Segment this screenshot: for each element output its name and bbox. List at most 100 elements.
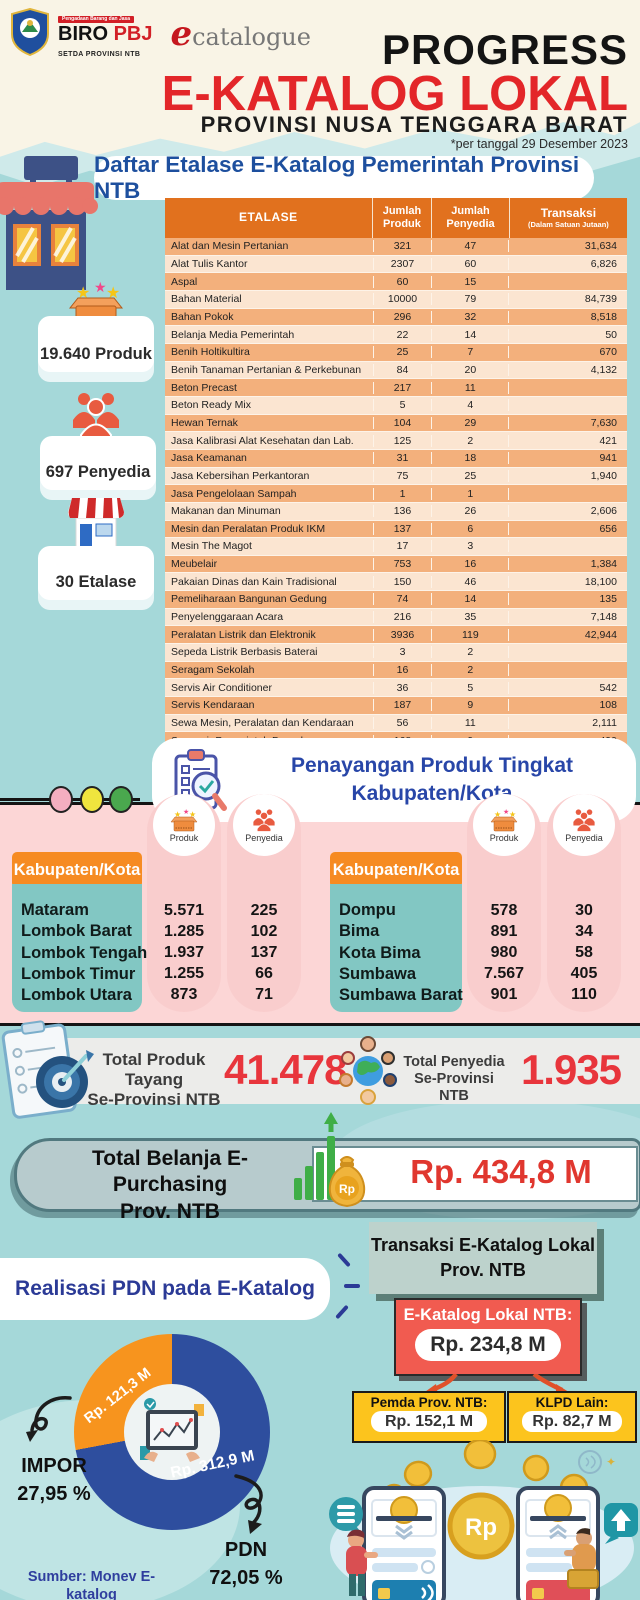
payment-phones-illustration: ✦✦✦ (329, 1440, 638, 1600)
table-row: Benih Tanaman Pertanian & Perkebunan 84 … (165, 361, 627, 380)
produk-value: 901 (490, 986, 518, 1004)
table-row: Mesin dan Peralatan Produk IKM 137 6 656 (165, 520, 627, 539)
produk-circle-left: ★ ★ ★ Produk (153, 794, 215, 856)
kab-names-panel-left (12, 884, 142, 1012)
kab-header-right: Kabupaten/Kota (330, 852, 462, 888)
svg-text:Rp: Rp (465, 1514, 497, 1541)
penyedia-value: 102 (250, 922, 278, 940)
pdn-section-title: Realisasi PDN pada E-Katalog (0, 1258, 330, 1320)
penyedia-value: 30 (575, 901, 593, 919)
table-row: Peralatan Listrik dan Elektronik 3936 11… (165, 626, 627, 645)
person-right (564, 1528, 599, 1589)
total-penyedia-value: 1.935 (520, 1046, 622, 1093)
source-note: Sumber: Monev E-katalogNTB Mall & MBiz (27, 1569, 156, 1600)
penyedia-people-icon (573, 808, 595, 832)
klpd-box: KLPD Lain: Rp. 82,7 M (507, 1391, 637, 1443)
stat-penyedia-value: 697 Penyedia (45, 463, 151, 481)
header-band (0, 0, 640, 157)
title-main: E-KATALOG LOKAL (161, 67, 628, 121)
table-row: Beton Precast 217 11 (165, 379, 627, 397)
table-row: Hewan Ternak 104 29 7,630 (165, 414, 627, 433)
stat-card-produk: 19.640 Produk (38, 316, 154, 372)
decor-dot-pink (49, 786, 73, 813)
svg-text:★: ★ (503, 808, 509, 816)
kab-header-left: Kabupaten/Kota (12, 852, 142, 888)
stat-card-penyedia: 697 Penyedia (40, 436, 156, 490)
penyedia-value: 137 (250, 944, 278, 961)
table-row: Belanja Media Pemerintah 22 14 50 (165, 326, 627, 344)
table-row: Sewa Mesin, Peralatan dan Kendaraan 56 1… (165, 714, 627, 733)
kabupaten-title-card: Penayangan Produk Tingkat Kabupaten/Kota (152, 738, 636, 822)
penyedia-circle-label: Penyedia (245, 832, 283, 843)
money-bag-icon: Rp (328, 1156, 366, 1208)
table-row: Pakaian Dinas dan Kain Tradisional 150 4… (165, 573, 627, 592)
pemda-label: Pemda Prov. NTB: (370, 1395, 488, 1410)
penyedia-circle-right: Penyedia (553, 794, 615, 856)
kab-row: Dompu (339, 901, 396, 920)
stat-etalase-value: 30 Etalase (55, 573, 137, 591)
kab-row: Bima (339, 922, 380, 941)
coins-bubble-icon (329, 1497, 364, 1536)
decor-dot-yellow (80, 786, 104, 813)
kab-row: Lombok Utara (21, 985, 132, 1004)
table-row: Alat dan Mesin Pertanian 321 47 31,634 (165, 238, 627, 256)
produk-values-right: 578 891 980 7.567 901 (467, 900, 541, 1006)
penyedia-value: 405 (570, 965, 598, 983)
stat-produk-value: 19.640 Produk (40, 345, 152, 363)
pdn-label: PDN 72,05 % (209, 1539, 283, 1589)
ekatalog-lokal-label: E-Katalog Lokal NTB: (403, 1306, 573, 1324)
penyedia-values-left: 225 102 137 66 71 (227, 900, 301, 1006)
curly-arrow-impor (26, 1396, 72, 1442)
table-row: Pemeliharaan Bangunan Gedung 74 14 135 (165, 591, 627, 609)
table-row: Jasa Kebersihan Perkantoran 75 25 1,940 (165, 467, 627, 486)
table-row: Servis Air Conditioner 36 5 542 (165, 679, 627, 698)
produk-circle-label: Produk (169, 833, 199, 843)
kab-row: Lombok Barat (21, 922, 132, 941)
penyedia-value: 66 (255, 965, 273, 983)
kab-names-panel-right (330, 884, 462, 1012)
produk-value: 873 (170, 986, 198, 1004)
produk-circle-right: ★ ★ ★ Produk (473, 794, 535, 856)
biro-subtitle: SETDA PROVINSI NTB (58, 51, 141, 58)
tablet-chart-icon (140, 1398, 204, 1462)
table-row: Beton Ready Mix 5 4 (165, 396, 627, 415)
kab-row: Lombok Tengah (21, 943, 148, 962)
table-row: Alat Tulis Kantor 2307 60 6,826 (165, 255, 627, 274)
col-header-produk: Jumlah Produk (373, 198, 433, 238)
penyedia-value: 110 (571, 986, 597, 1004)
kab-row: Mataram (21, 901, 89, 920)
decor-dot-green (109, 786, 133, 813)
kab-name-list-right: Dompu Bima Kota Bima Sumbawa Sumbawa Barat (330, 900, 463, 1006)
col-header-etalase: ETALASE (165, 198, 373, 238)
globe-people-icon (339, 1036, 397, 1105)
date-note: *per tanggal 29 Desember 2023 (450, 137, 628, 151)
curly-arrow-pdn (234, 1474, 263, 1534)
biro-name: BIRO PBJ (58, 23, 153, 45)
etalase-table-header: ETALASE Jumlah Produk Jumlah Penyedia Tr… (165, 198, 627, 238)
svg-text:★: ★ (189, 810, 196, 819)
biro-pbj-logo: Pengadaan Barang dan Jasa BIRO PBJ SETDA… (58, 8, 152, 60)
impor-label: IMPOR 27,95 % (17, 1455, 91, 1505)
store-icon (68, 498, 124, 553)
svg-text:Rp: Rp (339, 1182, 355, 1196)
produk-value: 1.285 (163, 922, 205, 940)
penyedia-circle-label: Penyedia (565, 832, 603, 843)
table-row: Makanan dan Minuman 136 26 2,606 (165, 502, 627, 521)
etalase-table: ETALASE Jumlah Produk Jumlah Penyedia Tr… (165, 198, 627, 768)
klpd-label: KLPD Lain: (535, 1395, 609, 1410)
table-row: Bahan Pokok 296 32 8,518 (165, 308, 627, 327)
penyedia-circle-left: Penyedia (233, 794, 295, 856)
produk-value: 980 (490, 944, 518, 961)
penyedia-value: 58 (575, 944, 593, 961)
table-row: Benih Holtikultira 25 7 670 (165, 343, 627, 362)
penyedia-value: 34 (575, 922, 593, 940)
donut-center-illustration (124, 1384, 220, 1480)
produk-value: 5.571 (163, 901, 205, 919)
table-row: Jasa Keamanan 31 18 941 (165, 449, 627, 468)
produk-value: 7.567 (483, 965, 525, 983)
decor-dash (337, 1252, 351, 1268)
penyedia-people-icon (253, 808, 275, 832)
svg-text:★: ★ (494, 810, 501, 819)
decor-dash (344, 1284, 360, 1288)
